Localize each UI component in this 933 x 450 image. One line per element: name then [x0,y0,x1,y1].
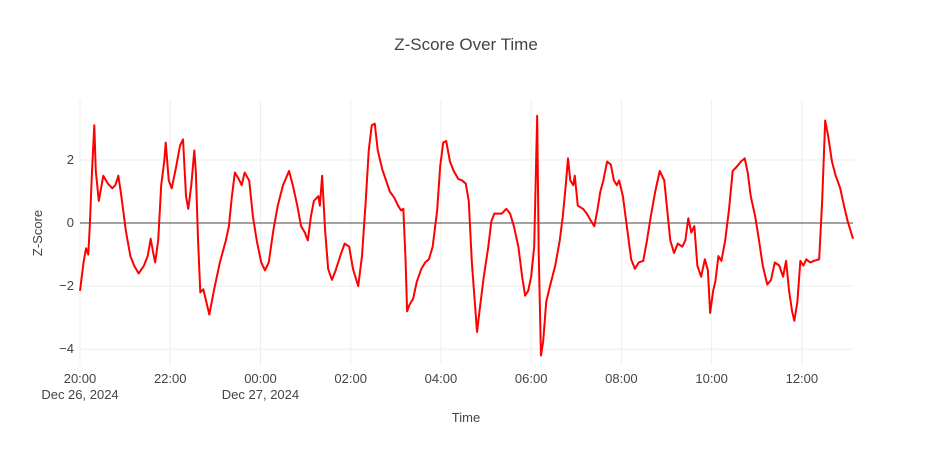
y-tick-label: −2 [59,278,74,293]
x-tick-label: 04:00 [425,371,458,386]
data-line [79,114,854,357]
x-tick-date: Dec 27, 2024 [222,387,299,402]
y-tick-label: 2 [67,152,74,167]
x-tick-label: 22:00 [154,371,187,386]
x-tick-label: 10:00 [695,371,728,386]
y-tick-label: 0 [67,215,74,230]
x-tick-label: 06:00 [515,371,548,386]
x-tick-label: 02:00 [334,371,367,386]
y-axis-title: Z-Score [30,210,45,256]
y-tick-label: −4 [59,341,74,356]
x-tick-label: 08:00 [605,371,638,386]
x-axis-title: Time [452,410,480,425]
x-tick-label: 00:00 [244,371,277,386]
x-tick-date: Dec 26, 2024 [41,387,118,402]
x-tick-label: 20:00 [64,371,97,386]
chart-title: Z-Score Over Time [394,35,538,54]
x-tick-label: 12:00 [786,371,819,386]
